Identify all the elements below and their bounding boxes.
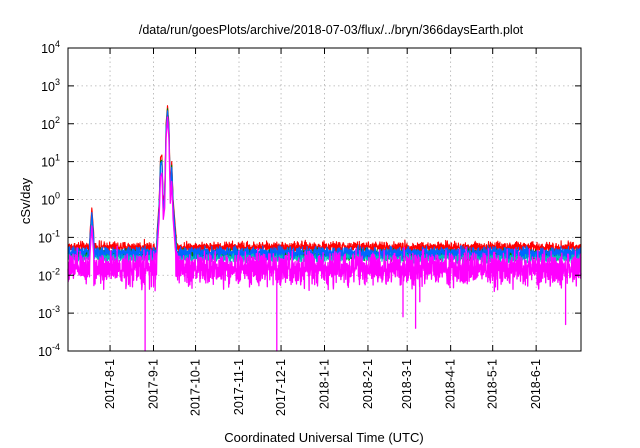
x-tick-label: 2017-12-1 (274, 359, 288, 416)
y-tick-label: 102 (41, 115, 60, 132)
x-tick-label: 2018-5-1 (486, 359, 500, 409)
x-tick-label: 2017-9-1 (147, 359, 161, 409)
series-line (67, 108, 582, 263)
y-tick-exponent: -4 (52, 342, 60, 352)
x-tick-label: 2018-6-1 (529, 359, 543, 409)
x-tick-label: 2017-8-1 (103, 359, 117, 409)
y-tick-label: 10-3 (38, 304, 60, 321)
y-tick-label: 104 (41, 39, 60, 56)
x-axis-label: Coordinated Universal Time (UTC) (224, 430, 423, 445)
y-axis-label: cSv/day (18, 177, 33, 224)
y-tick-label: 10-2 (38, 266, 60, 283)
series-layer (67, 105, 582, 352)
y-tick-label: 10-1 (38, 228, 60, 245)
x-tick-label: 2018-3-1 (400, 359, 414, 409)
x-tick-label: 2017-11-1 (232, 359, 246, 415)
grid (68, 48, 581, 351)
x-tick-label: 2017-10-1 (189, 359, 203, 416)
y-tick-exponent: 3 (55, 77, 60, 87)
chart-title: /data/run/goesPlots/archive/2018-07-03/f… (139, 23, 524, 37)
y-tick-exponent: -1 (52, 228, 60, 238)
y-tick-exponent: 4 (55, 39, 60, 49)
y-tick-label: 10-4 (38, 342, 60, 359)
y-tick-exponent: 1 (55, 153, 60, 163)
y-tick-exponent: -2 (52, 266, 60, 276)
series-line (67, 105, 582, 255)
y-tick-label: 101 (41, 153, 60, 170)
x-tick-label: 2018-2-1 (361, 359, 375, 409)
x-tick-label: 2018-1-1 (318, 359, 332, 409)
y-tick-label: 103 (41, 77, 60, 94)
y-tick-exponent: 0 (55, 191, 60, 201)
x-tick-label: 2018-4-1 (444, 359, 458, 409)
y-tick-exponent: 2 (55, 115, 60, 125)
series-line (67, 116, 582, 352)
y-tick-label: 100 (41, 191, 60, 208)
y-tick-exponent: -3 (52, 304, 60, 314)
